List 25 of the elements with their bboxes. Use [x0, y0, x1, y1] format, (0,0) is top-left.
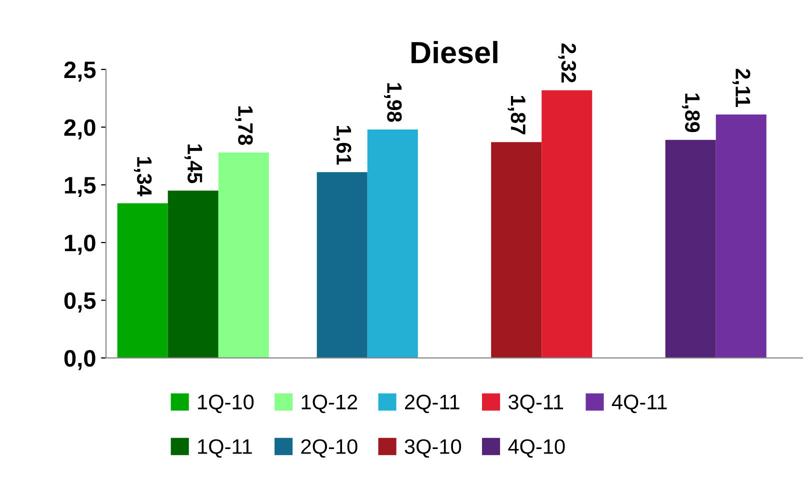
chart-title: Diesel [412, 40, 498, 64]
data-label: 1,45 [184, 144, 202, 184]
legend-label: 3Q-11 [508, 394, 564, 414]
y-tick-label: 0,0 [64, 350, 96, 370]
y-tick-label: 0,5 [64, 292, 96, 312]
data-label: 1,98 [384, 83, 402, 122]
legend-label: 3Q-10 [404, 439, 462, 458]
legend-label: 1Q-12 [302, 394, 358, 414]
data-label: 2,11 [732, 68, 750, 107]
legend-label: 4Q-10 [508, 439, 565, 458]
y-tick-label: 1,5 [64, 177, 96, 198]
legend-label: 1Q-11 [198, 439, 252, 458]
legend-label: 2Q-10 [301, 439, 358, 458]
y-tick-label: 2,0 [64, 119, 96, 140]
data-label: 1,87 [508, 96, 526, 134]
data-label: 2,32 [558, 43, 576, 82]
legend-label: 1Q-10 [198, 394, 254, 414]
data-label: 1,61 [333, 126, 352, 165]
y-tick-label: 2,5 [64, 62, 96, 82]
data-label: 1,78 [235, 106, 253, 145]
legend-label: 2Q-11 [405, 394, 460, 414]
data-label: 1,34 [134, 157, 152, 196]
y-tick-label: 1,0 [64, 234, 96, 255]
data-label: 1,89 [682, 94, 700, 132]
legend-label: 4Q-11 [612, 394, 667, 414]
